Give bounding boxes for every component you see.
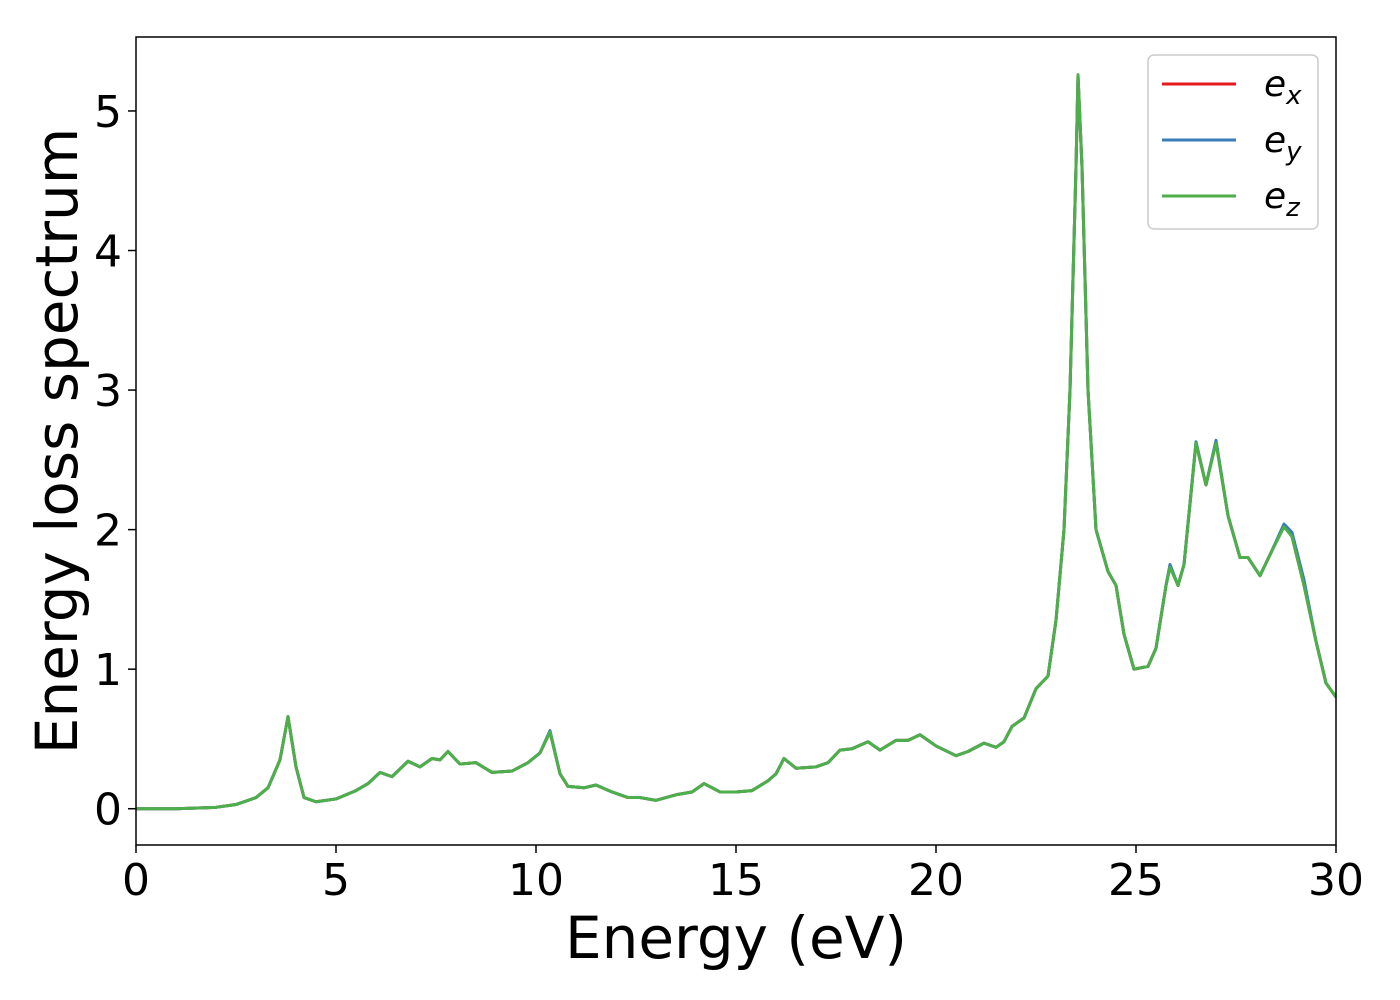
axes-frame (135, 36, 1337, 846)
x-tick-label: 20 (908, 855, 964, 906)
y-tick-label: 1 (94, 645, 122, 696)
legend-box (1147, 54, 1319, 230)
x-tick-label: 15 (708, 855, 764, 906)
x-axis-label: Energy (eV) (565, 904, 907, 972)
legend-label: ez (1264, 176, 1301, 223)
legend-label: ey (1264, 120, 1302, 167)
y-tick-label: 2 (94, 506, 122, 557)
x-tick-label: 25 (1108, 855, 1164, 906)
y-tick-label: 4 (94, 227, 122, 278)
legend-label: ex (1264, 64, 1302, 111)
line-series (136, 73, 1336, 811)
x-tick-label: 30 (1308, 855, 1364, 906)
x-tick-label: 0 (122, 855, 150, 906)
y-tick-label: 3 (94, 366, 122, 417)
y-tick-label: 0 (94, 785, 122, 836)
x-tick-label: 5 (322, 855, 350, 906)
y-axis-label: Energy loss spectrum (23, 128, 91, 754)
y-tick-label: 5 (94, 87, 122, 138)
x-tick-label: 10 (508, 855, 564, 906)
plot-area (136, 73, 1336, 811)
